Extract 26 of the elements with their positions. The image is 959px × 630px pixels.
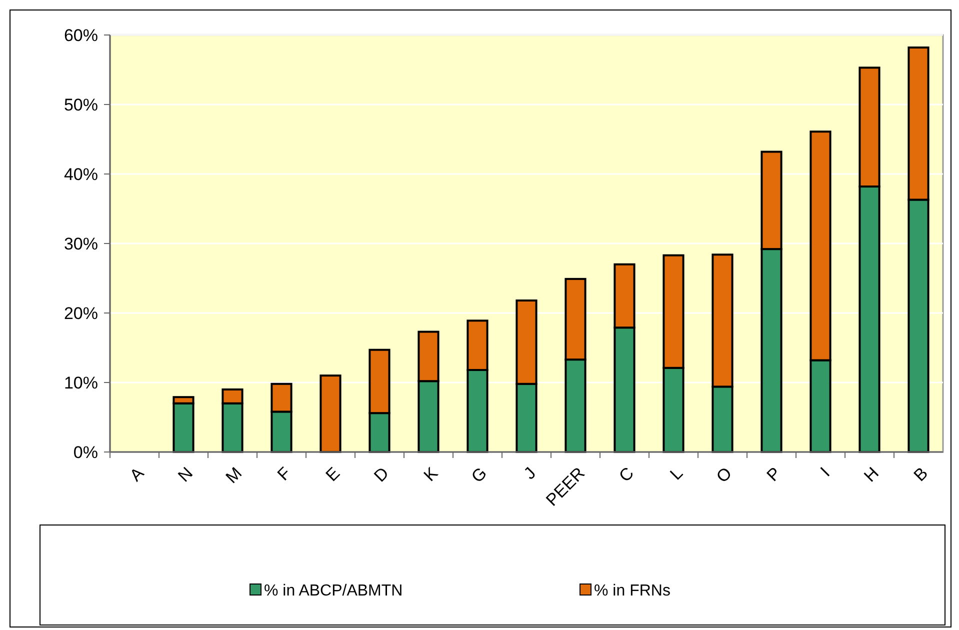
- x-tick-label: M: [222, 464, 246, 488]
- bar: [320, 374, 342, 453]
- y-tick-label: 60%: [64, 26, 98, 45]
- y-tick-label: 0%: [73, 442, 98, 462]
- x-tick-label: C: [615, 464, 638, 486]
- x-tick-label: H: [860, 464, 883, 486]
- legend-label: % in ABCP/ABMTN: [264, 582, 403, 600]
- x-tick-label: A: [126, 463, 148, 486]
- x-tick-label: O: [712, 464, 736, 486]
- y-tick-label: 30%: [64, 234, 98, 254]
- y-tick-label: 40%: [64, 164, 98, 184]
- y-tick-label: 50%: [64, 95, 98, 114]
- x-tick-label: N: [174, 464, 197, 486]
- x-tick-label: J: [520, 464, 540, 484]
- x-tick-label: L: [666, 464, 687, 484]
- x-tick-label: F: [274, 464, 295, 484]
- x-tick-label: D: [370, 464, 393, 486]
- x-tick-label: G: [468, 464, 491, 486]
- x-tick-label: E: [322, 464, 344, 486]
- legend-label: % in FRNs: [594, 582, 670, 600]
- x-tick-label: B: [910, 464, 932, 486]
- y-tick-label: 10%: [64, 373, 98, 392]
- x-tick-label: P: [763, 464, 785, 486]
- x-tick-label: K: [420, 463, 442, 486]
- y-tick-label: 20%: [64, 304, 98, 323]
- x-tick-label: I: [816, 464, 834, 480]
